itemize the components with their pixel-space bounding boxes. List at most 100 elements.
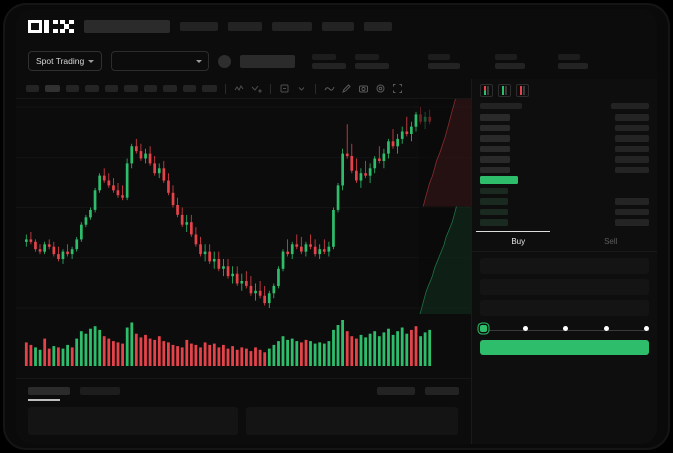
coin-avatar — [218, 54, 232, 68]
timeframe-9[interactable] — [183, 85, 196, 92]
stat-volume-base — [495, 53, 526, 69]
candlestick-chart[interactable] — [16, 99, 472, 314]
stat-volume-quote — [558, 53, 589, 69]
slider-stop-75[interactable] — [603, 325, 609, 331]
orderbook-header-row — [472, 101, 657, 112]
depth-canvas — [419, 99, 471, 314]
orderbook-column: Buy Sell — [472, 79, 657, 444]
table-row[interactable] — [480, 133, 649, 144]
logo-glyph-k — [44, 19, 58, 33]
nav-item-1[interactable] — [180, 21, 218, 31]
toolbar-divider — [315, 83, 316, 94]
table-row[interactable] — [480, 154, 649, 165]
slider-stop-25[interactable] — [522, 325, 528, 331]
indicator-icon[interactable] — [234, 83, 245, 94]
toolbar-divider — [270, 83, 271, 94]
instrument-bar: Spot Trading — [16, 43, 657, 79]
table-row[interactable] — [480, 165, 649, 176]
bottom-content-panels — [16, 401, 471, 435]
logo-glyph-x — [60, 19, 74, 33]
last-price-row[interactable] — [480, 175, 649, 186]
table-row[interactable] — [480, 144, 649, 155]
active-tab-underline — [28, 399, 60, 401]
tab-sell[interactable]: Sell — [604, 236, 618, 246]
order-form-fields — [472, 252, 657, 316]
edit-pencil-icon[interactable] — [341, 83, 352, 94]
camera-icon[interactable] — [358, 83, 369, 94]
table-row[interactable] — [480, 196, 649, 207]
tab-order-history[interactable] — [80, 387, 120, 395]
slider-stop-100[interactable] — [644, 325, 649, 331]
bottom-panel-right[interactable] — [246, 406, 458, 435]
bottom-action-2[interactable] — [425, 387, 459, 395]
logo-glyph-o — [28, 19, 42, 33]
compare-icon[interactable] — [279, 83, 290, 94]
orderbook-asks-icon[interactable] — [516, 84, 529, 97]
timeframe-7[interactable] — [144, 85, 157, 92]
order-amount-field[interactable] — [480, 278, 649, 295]
amount-percentage-slider[interactable] — [472, 321, 657, 332]
depth-chart-overlay — [419, 99, 471, 314]
nav-item-2[interactable] — [228, 21, 262, 31]
chart-toolbar — [16, 79, 471, 99]
orderbook-both-icon[interactable] — [480, 84, 493, 97]
orderbook-view-toggle — [472, 79, 657, 101]
chevron-down-icon — [196, 59, 203, 63]
chevron-down-icon — [88, 59, 95, 63]
nav-item-3[interactable] — [272, 21, 312, 31]
line-chart-icon[interactable] — [324, 83, 335, 94]
slider-stop-50[interactable] — [563, 325, 568, 331]
search-input[interactable] — [84, 19, 170, 33]
orderbook-rows — [472, 112, 657, 228]
tab-buy[interactable]: Buy — [511, 236, 526, 246]
table-row[interactable] — [480, 207, 649, 218]
slider-handle[interactable] — [480, 324, 487, 332]
settings-gear-icon[interactable] — [375, 83, 386, 94]
stat-change — [312, 53, 347, 69]
bottom-action-1[interactable] — [377, 387, 415, 395]
order-price-field[interactable] — [480, 257, 649, 274]
table-row[interactable] — [480, 217, 649, 228]
ob-header-amount — [611, 103, 649, 109]
volume-histogram[interactable] — [16, 314, 471, 376]
timeframe-2[interactable] — [45, 85, 60, 92]
top-navigation-bar — [16, 9, 657, 43]
table-row[interactable] — [480, 123, 649, 134]
bottom-panel — [16, 378, 471, 444]
bottom-panel-left[interactable] — [28, 406, 238, 435]
okx-logo[interactable] — [28, 19, 74, 33]
app-screen: Spot Trading — [16, 9, 657, 444]
nav-item-5[interactable] — [364, 21, 392, 31]
trading-mode-label: Spot Trading — [36, 56, 85, 66]
timeframe-8[interactable] — [163, 85, 177, 92]
chart-column — [16, 79, 472, 444]
volume-canvas — [24, 320, 432, 366]
workspace: Buy Sell — [16, 79, 657, 444]
timeframe-6[interactable] — [124, 85, 138, 92]
orderbook-bids-icon[interactable] — [498, 84, 511, 97]
nav-item-4[interactable] — [322, 21, 354, 31]
ob-header-price — [480, 103, 522, 109]
candlestick-canvas — [16, 106, 472, 309]
toolbar-divider — [225, 83, 226, 94]
table-row[interactable] — [480, 112, 649, 123]
stat-high — [355, 53, 390, 69]
order-total-field[interactable] — [480, 299, 649, 316]
stat-low — [428, 53, 461, 69]
fullscreen-icon[interactable] — [392, 83, 403, 94]
chevron-down-icon[interactable] — [296, 83, 307, 94]
timeframe-10[interactable] — [202, 85, 217, 92]
trading-pair-selector[interactable] — [111, 51, 210, 71]
order-form-tabs: Buy Sell — [472, 230, 657, 252]
table-row[interactable] — [480, 186, 649, 197]
submit-buy-button[interactable] — [480, 339, 649, 355]
timeframe-1[interactable] — [26, 85, 39, 92]
timeframe-3[interactable] — [66, 85, 79, 92]
timeframe-4[interactable] — [85, 85, 99, 92]
timeframe-5[interactable] — [105, 85, 118, 92]
chart-type-icon[interactable] — [251, 83, 262, 94]
active-tab-underline — [476, 230, 550, 232]
trading-mode-selector[interactable]: Spot Trading — [28, 51, 103, 71]
tab-open-orders[interactable] — [28, 387, 70, 395]
